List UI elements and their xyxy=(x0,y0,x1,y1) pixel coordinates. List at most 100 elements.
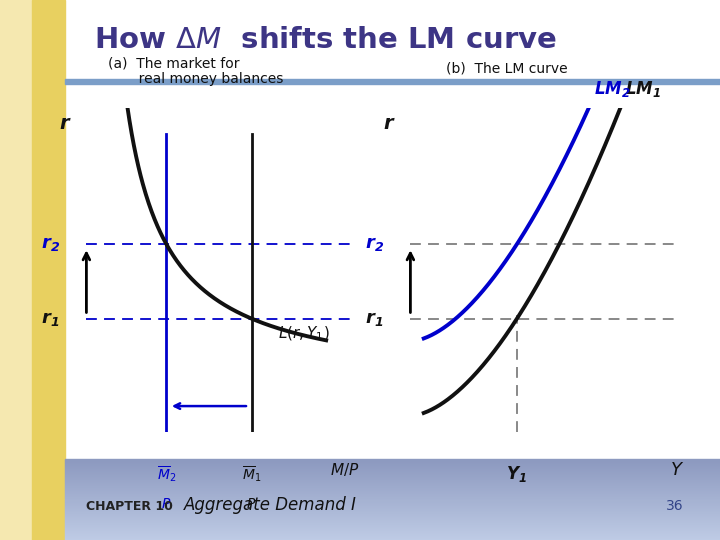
Bar xyxy=(65,483,720,484)
Text: Aggregate Demand I: Aggregate Demand I xyxy=(184,496,356,514)
Bar xyxy=(65,522,720,523)
Bar xyxy=(65,490,720,491)
Bar xyxy=(65,485,720,487)
Bar xyxy=(65,462,720,463)
Text: $\bfit{LM_1}$: $\bfit{LM_1}$ xyxy=(625,79,661,99)
Bar xyxy=(65,536,720,537)
Bar xyxy=(65,471,720,472)
Bar xyxy=(65,524,720,525)
Bar xyxy=(65,468,720,469)
Bar xyxy=(65,495,720,496)
Text: $\mathit{Y}$: $\mathit{Y}$ xyxy=(670,461,684,479)
Bar xyxy=(65,517,720,518)
Text: $\bfit{r_2}$: $\bfit{r_2}$ xyxy=(364,235,384,253)
Text: $\overline{M}_1$: $\overline{M}_1$ xyxy=(242,464,261,484)
Bar xyxy=(65,473,720,474)
Bar xyxy=(65,527,720,528)
Bar xyxy=(65,532,720,533)
Bar xyxy=(65,476,720,477)
Bar xyxy=(65,474,720,475)
Text: $\overline{M}_2$: $\overline{M}_2$ xyxy=(157,464,176,484)
Text: $P$: $P$ xyxy=(246,497,257,511)
Bar xyxy=(65,502,720,503)
Bar xyxy=(65,530,720,531)
Bar xyxy=(65,505,720,507)
Bar xyxy=(65,539,720,540)
Text: $\bfit{LM_2}$: $\bfit{LM_2}$ xyxy=(594,79,631,99)
Bar xyxy=(65,494,720,495)
Bar xyxy=(65,529,720,530)
Bar xyxy=(32,0,65,540)
Bar xyxy=(65,461,720,462)
Bar xyxy=(65,507,720,508)
Bar xyxy=(65,482,720,483)
Text: How $\Delta$$\it{M}$  shifts the LM curve: How $\Delta$$\it{M}$ shifts the LM curve xyxy=(94,26,557,55)
Bar xyxy=(65,500,720,501)
Bar xyxy=(65,478,720,480)
Bar xyxy=(65,459,720,460)
Bar xyxy=(65,526,720,527)
Text: $\bfit{r}$: $\bfit{r}$ xyxy=(59,114,71,133)
Text: $P$: $P$ xyxy=(161,497,171,511)
Bar xyxy=(65,519,720,521)
Bar xyxy=(65,518,720,519)
Bar xyxy=(65,477,720,478)
Bar xyxy=(65,497,720,498)
Text: $\bfit{Y_1}$: $\bfit{Y_1}$ xyxy=(506,464,528,484)
Bar xyxy=(65,484,720,485)
Text: $\bfit{r}$: $\bfit{r}$ xyxy=(383,114,395,133)
Bar xyxy=(65,79,720,84)
Bar xyxy=(65,466,720,467)
Bar xyxy=(65,472,720,473)
Bar xyxy=(65,503,720,504)
Bar xyxy=(0,0,32,540)
Bar xyxy=(65,531,720,532)
Bar xyxy=(65,469,720,470)
Bar xyxy=(65,464,720,465)
Bar xyxy=(65,512,720,514)
Bar xyxy=(65,528,720,529)
Bar xyxy=(65,460,720,461)
Bar xyxy=(65,492,720,494)
Bar xyxy=(65,511,720,512)
Bar xyxy=(65,465,720,466)
Text: $\bfit{r_2}$: $\bfit{r_2}$ xyxy=(40,235,60,253)
Bar xyxy=(65,515,720,516)
Text: $\bfit{r_1}$: $\bfit{r_1}$ xyxy=(366,309,384,328)
Text: (b)  The LM curve: (b) The LM curve xyxy=(446,62,568,76)
Bar xyxy=(65,463,720,464)
Bar xyxy=(65,535,720,536)
Bar xyxy=(65,496,720,497)
Bar xyxy=(65,0,720,470)
Bar xyxy=(65,509,720,510)
Bar xyxy=(65,489,720,490)
Text: $\bfit{r_1}$: $\bfit{r_1}$ xyxy=(42,309,60,328)
Bar xyxy=(65,514,720,515)
Bar xyxy=(65,521,720,522)
Text: CHAPTER 10: CHAPTER 10 xyxy=(86,500,174,514)
Bar xyxy=(65,487,720,488)
Text: $\mathit{L(r, Y_1)}$: $\mathit{L(r, Y_1)}$ xyxy=(278,325,330,343)
Bar xyxy=(65,470,720,471)
Bar xyxy=(65,516,720,517)
Bar xyxy=(65,467,720,468)
Bar xyxy=(65,508,720,509)
Bar xyxy=(65,501,720,502)
Bar xyxy=(65,537,720,538)
Bar xyxy=(65,538,720,539)
Bar xyxy=(65,525,720,526)
Bar xyxy=(65,534,720,535)
Text: 36: 36 xyxy=(667,500,684,514)
Bar xyxy=(65,504,720,505)
Text: $\mathit{M/P}$: $\mathit{M/P}$ xyxy=(330,461,359,478)
Bar xyxy=(65,491,720,492)
Bar xyxy=(65,498,720,500)
Text: (a)  The market for
       real money balances: (a) The market for real money balances xyxy=(108,56,284,86)
Bar xyxy=(65,481,720,482)
Bar xyxy=(65,480,720,481)
Bar xyxy=(65,533,720,534)
Bar xyxy=(65,488,720,489)
Bar xyxy=(65,475,720,476)
Bar xyxy=(65,523,720,524)
Bar xyxy=(65,510,720,511)
